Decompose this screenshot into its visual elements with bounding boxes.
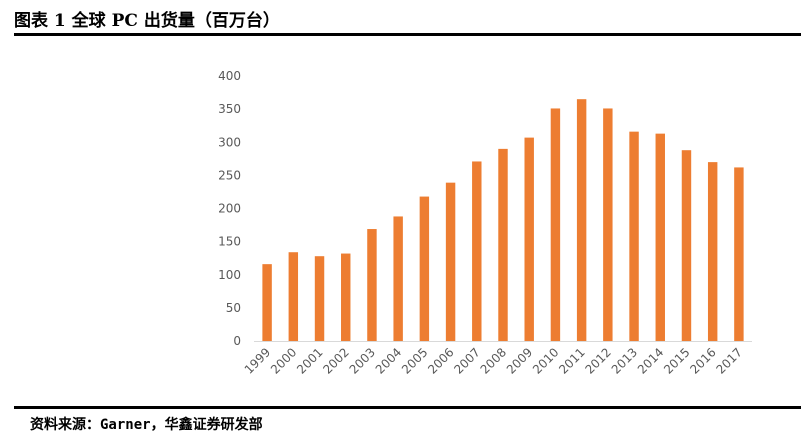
bar-2008 (498, 148, 508, 341)
x-tick-label: 2001 (294, 345, 325, 376)
y-tick-label: 300 (218, 135, 241, 149)
bottom-rule (14, 406, 801, 409)
x-tick-label: 2008 (478, 345, 509, 376)
bar-2000 (288, 252, 299, 341)
bar-2002 (341, 253, 351, 341)
x-tick-label: 2011 (556, 345, 587, 376)
x-tick-label: 2005 (399, 345, 430, 376)
y-tick-label: 100 (218, 268, 241, 282)
bar-2013 (629, 131, 639, 341)
figure-title: 图表 1 全球 PC 出货量（百万台） (14, 11, 280, 31)
x-tick-label: 2000 (268, 345, 299, 376)
bar-2007 (472, 161, 482, 341)
bar-2009 (524, 137, 534, 341)
x-axis: 1999200020012002200320042005200620072008… (242, 341, 752, 377)
bar-2004 (393, 216, 403, 341)
x-tick-label: 1999 (242, 345, 273, 376)
y-tick-label: 150 (218, 235, 241, 249)
bar-2015 (681, 150, 692, 341)
y-tick-label: 0 (233, 334, 241, 348)
bar-2006 (445, 182, 456, 341)
x-tick-label: 2004 (373, 345, 404, 376)
source-note: 资料来源：Garner，华鑫证券研发部 (30, 417, 263, 433)
x-tick-label: 2006 (425, 345, 456, 376)
x-tick-label: 2014 (635, 345, 666, 376)
bar-2011 (576, 99, 587, 341)
x-tick-label: 2017 (714, 345, 745, 376)
y-tick-label: 350 (218, 102, 241, 116)
bar-2001 (314, 256, 325, 341)
bar-2014 (655, 133, 665, 341)
y-tick-label: 400 (218, 69, 241, 83)
bar-1999 (262, 264, 272, 341)
x-tick-label: 2007 (451, 345, 482, 376)
top-rule (14, 33, 801, 36)
bar-2017 (734, 167, 744, 341)
y-axis: 0 50 100 150 200 250 300 350 400 (218, 69, 241, 348)
y-tick-label: 200 (218, 202, 241, 216)
x-tick-label: 2013 (609, 345, 640, 376)
x-tick-label: 2015 (661, 345, 692, 376)
x-tick-label: 2016 (687, 345, 718, 376)
x-tick-label: 2002 (320, 345, 351, 376)
bar-2016 (707, 162, 718, 341)
x-tick-label: 2012 (582, 345, 613, 376)
y-tick-label: 250 (218, 168, 241, 182)
x-tick-label: 2009 (504, 345, 535, 376)
bar-series (262, 99, 744, 342)
bar-2005 (419, 196, 430, 341)
x-tick-label: 2003 (347, 345, 378, 376)
x-tick-label: 2010 (530, 345, 561, 376)
bar-2012 (603, 108, 613, 342)
bar-2010 (550, 108, 561, 342)
y-tick-label: 50 (226, 301, 241, 315)
bar-2003 (367, 229, 377, 341)
